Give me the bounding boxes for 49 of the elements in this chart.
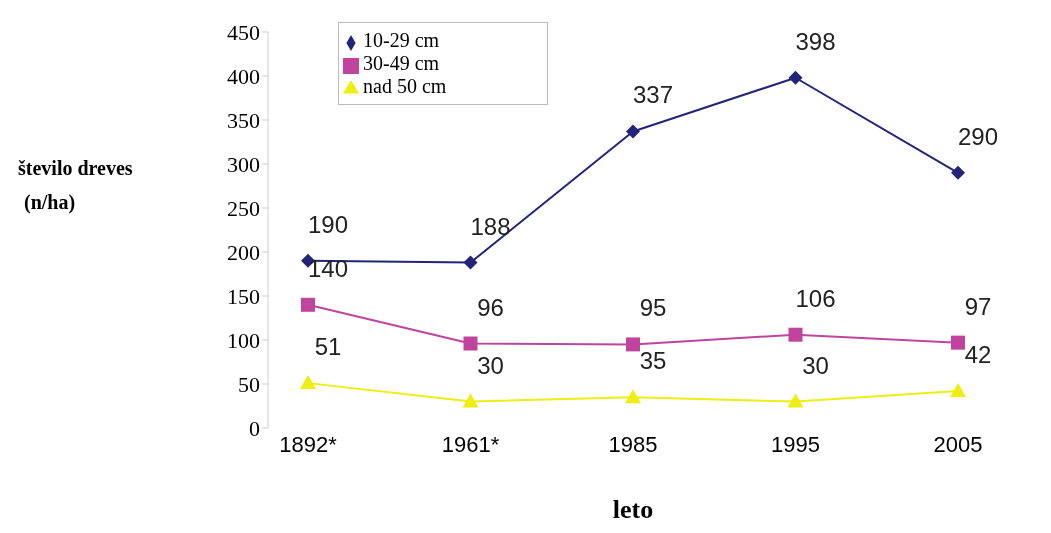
y-tick-label: 150 — [227, 283, 260, 309]
x-tick-label: 1892* — [279, 431, 338, 457]
data-label: 30 — [802, 351, 829, 379]
y-tick-label: 100 — [227, 327, 260, 353]
point — [788, 327, 803, 342]
x-tick-label: 1995 — [771, 431, 820, 457]
point — [788, 70, 803, 85]
y-tick-label: 200 — [227, 239, 260, 265]
data-label: 96 — [477, 293, 504, 321]
point — [951, 165, 965, 180]
y-axis-title: število dreves (n/ha) — [18, 156, 133, 214]
point — [787, 393, 804, 408]
point — [463, 255, 478, 270]
data-label: 30 — [477, 351, 504, 379]
data-label: 337 — [632, 81, 674, 109]
y-tick-label: 250 — [227, 195, 260, 221]
data-label: 190 — [307, 210, 349, 238]
y-tick-label: 400 — [227, 63, 260, 89]
data-label: 188 — [470, 212, 511, 240]
y-tick-label: 450 — [227, 19, 260, 45]
data-label: 398 — [795, 27, 836, 55]
point — [951, 335, 965, 350]
data-label: 35 — [639, 347, 667, 375]
legend-label: 30-49 cm — [363, 52, 440, 74]
point — [463, 336, 478, 351]
point — [950, 383, 966, 398]
y-tick-label: 50 — [238, 371, 260, 397]
data-label: 95 — [639, 294, 667, 322]
y-tick-label: 0 — [249, 415, 260, 441]
data-label: 97 — [964, 292, 992, 320]
legend-label: nad 50 cm — [363, 75, 447, 97]
x-axis-title: leto — [612, 495, 654, 524]
point — [300, 375, 316, 390]
data-label: 106 — [795, 284, 836, 312]
y-tick-label: 350 — [227, 107, 260, 133]
point — [626, 337, 640, 352]
data-label: 51 — [314, 333, 342, 361]
data-label: 42 — [964, 341, 992, 369]
point — [462, 393, 479, 408]
point — [625, 389, 641, 404]
data-label: 290 — [957, 122, 999, 150]
data-label: 140 — [307, 254, 349, 282]
x-tick-label: 1985 — [608, 431, 658, 457]
x-tick-label: 1961* — [441, 431, 500, 457]
point — [301, 297, 315, 312]
legend-label: 10-29 cm — [363, 29, 440, 51]
point — [626, 124, 640, 139]
y-tick-label: 300 — [227, 151, 260, 177]
x-tick-label: 2005 — [933, 431, 983, 457]
